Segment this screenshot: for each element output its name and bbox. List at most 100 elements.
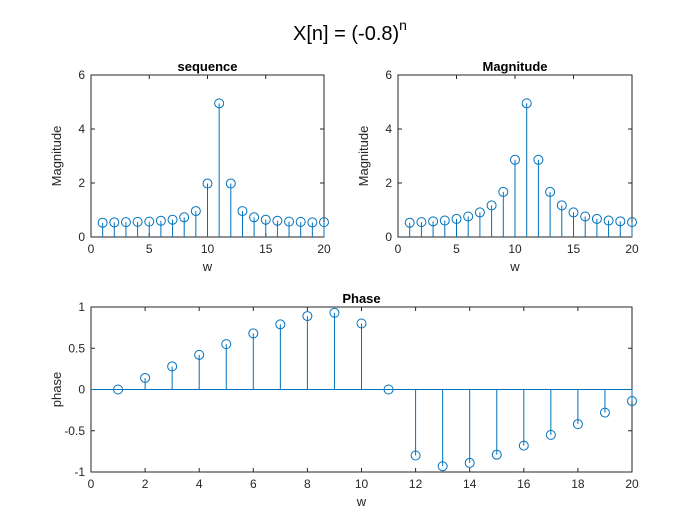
stem-marker	[580, 211, 591, 222]
x-axis-label: w	[202, 259, 213, 274]
stem-marker	[329, 307, 340, 318]
stem-marker	[556, 200, 567, 211]
x-tick-label: 2	[142, 477, 149, 491]
stem-marker	[428, 216, 439, 227]
magnitude-plot: 0 5 10 15 20 0 2 4 6 Magnitude w Magnitude	[356, 59, 639, 274]
axes-title: Magnitude	[483, 59, 548, 74]
stem-marker	[464, 457, 475, 468]
y-tick-label: -0.5	[64, 424, 85, 438]
x-tick-label: 18	[571, 477, 585, 491]
x-tick-label: 20	[625, 477, 639, 491]
x-tick-label: 0	[88, 477, 95, 491]
y-tick-label: 4	[78, 122, 85, 136]
stem-marker	[568, 207, 579, 218]
y-axis-label: Magnitude	[356, 126, 371, 187]
y-tick-label: -1	[74, 465, 85, 479]
y-tick-label: 1	[78, 300, 85, 314]
stem-marker	[533, 154, 544, 165]
x-tick-label: 12	[409, 477, 423, 491]
y-tick-label: 4	[385, 122, 392, 136]
x-tick-label: 16	[517, 477, 531, 491]
stem-marker	[486, 200, 497, 211]
y-axis-label: Magnitude	[49, 126, 64, 187]
stem-marker	[275, 319, 286, 330]
stem-marker	[179, 212, 190, 223]
stem-marker	[437, 461, 448, 472]
stem-marker	[225, 178, 236, 189]
y-tick-label: 0.5	[68, 341, 85, 355]
x-tick-label: 8	[304, 477, 311, 491]
stem-marker	[451, 213, 462, 224]
stem-marker	[510, 154, 520, 165]
stem-marker	[140, 372, 151, 383]
stem-marker	[410, 450, 421, 461]
stem-marker	[167, 214, 178, 225]
stem-marker	[260, 214, 271, 225]
y-axis-label: phase	[49, 372, 64, 407]
x-tick-label: 15	[567, 242, 581, 256]
y-tick-label: 0	[78, 383, 85, 397]
x-tick-label: 15	[259, 242, 273, 256]
stem-marker	[518, 440, 529, 451]
stem-marker	[599, 407, 610, 418]
x-tick-label: 6	[250, 477, 257, 491]
stem-marker	[545, 429, 556, 440]
stem-marker	[383, 384, 394, 395]
stem-marker	[591, 213, 602, 224]
stem-marker	[498, 186, 509, 197]
phase-plot: 0 2 4 6 8 10 12 14 16 18 20 -1 -0.5 0 0.5 1 Phase w phase	[49, 291, 639, 509]
axes-title: Phase	[342, 291, 380, 306]
stem-marker	[307, 217, 318, 228]
stem-marker	[416, 217, 427, 228]
stem-marker	[356, 318, 367, 329]
stem-marker	[627, 396, 637, 407]
stem-marker	[167, 361, 178, 372]
stem-marker	[109, 217, 120, 228]
stem-marker	[248, 328, 259, 339]
stem-marker	[627, 217, 637, 228]
stem-marker	[302, 311, 313, 322]
stem-marker	[603, 215, 614, 226]
stem-marker	[249, 212, 260, 223]
y-tick-label: 6	[385, 68, 392, 82]
y-tick-label: 2	[385, 176, 392, 190]
x-axis-label: w	[509, 259, 520, 274]
x-tick-label: 20	[317, 242, 331, 256]
x-tick-label: 5	[453, 242, 460, 256]
figure-title-superscript: n	[399, 17, 407, 33]
stem-marker	[113, 384, 124, 395]
y-tick-label: 0	[385, 230, 392, 244]
x-axis-label: w	[356, 494, 367, 509]
stem-marker	[190, 206, 201, 217]
stem-marker	[439, 215, 450, 226]
x-tick-label: 5	[146, 242, 153, 256]
stem-marker	[132, 216, 143, 227]
stem-marker	[237, 206, 248, 217]
stem-marker	[404, 217, 415, 228]
y-tick-label: 2	[78, 176, 85, 190]
stem-marker	[284, 216, 295, 227]
stem-marker	[221, 339, 232, 350]
stem-marker	[144, 216, 155, 227]
stem-marker	[545, 186, 556, 197]
sequence-plot: 0 5 10 15 20 0 2 4 6 sequence w Magnitude	[49, 59, 331, 274]
stem-marker	[194, 349, 205, 360]
x-tick-label: 20	[625, 242, 639, 256]
x-tick-label: 0	[88, 242, 95, 256]
stem-marker	[491, 449, 502, 460]
stem-marker	[572, 419, 583, 430]
stem-marker	[615, 216, 626, 227]
stem-marker	[319, 217, 329, 228]
stem-marker	[295, 216, 306, 227]
stem-marker	[120, 217, 131, 228]
x-tick-label: 10	[201, 242, 215, 256]
x-tick-label: 4	[196, 477, 203, 491]
stem-marker	[214, 98, 225, 109]
figure-title-base: X[n] = (-0.8)	[293, 23, 399, 45]
x-tick-label: 10	[355, 477, 369, 491]
x-tick-label: 10	[508, 242, 522, 256]
axes-title: sequence	[178, 59, 238, 74]
stem-marker	[202, 178, 213, 189]
y-tick-label: 0	[78, 230, 85, 244]
